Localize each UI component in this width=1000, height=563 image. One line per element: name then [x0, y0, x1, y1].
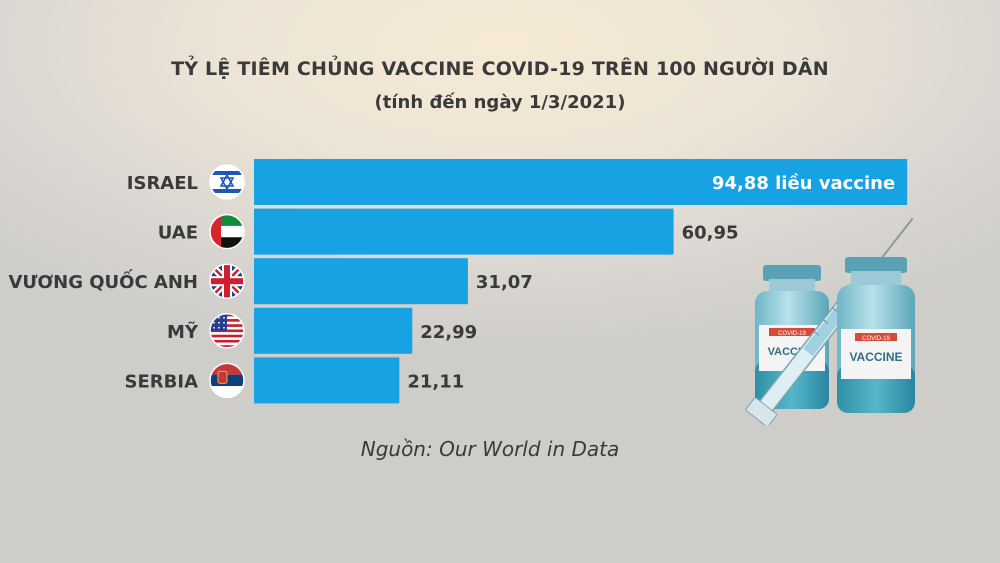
data-label-1: 60,95 [682, 223, 739, 244]
data-label-4: 21,11 [407, 371, 464, 392]
uk-flag-icon-ring [209, 263, 245, 299]
bar-4 [254, 357, 400, 404]
uae-flag-icon [210, 214, 244, 249]
category-label-0: ISRAEL [127, 173, 198, 194]
chart-subtitle: (tính đến ngày 1/3/2021) [374, 92, 626, 113]
usa-flag-icon-ring [209, 313, 245, 349]
front-vial-label-big: VACCINE [849, 350, 902, 364]
data-label-0: 94,88 liều vaccine [712, 173, 895, 194]
bar-1 [254, 208, 674, 255]
bar-3 [254, 307, 413, 354]
israel-flag-icon [210, 165, 244, 199]
category-label-2: VƯƠNG QUỐC ANH [8, 269, 198, 293]
israel-flag-icon-ring [209, 164, 245, 200]
serbia-flag-icon-ring [209, 362, 245, 399]
source-note: Nguồn: Our World in Data [360, 437, 620, 461]
data-label-2: 31,07 [476, 272, 533, 293]
category-label-1: UAE [158, 223, 198, 244]
category-label-4: SERBIA [125, 371, 199, 392]
vaccine-vials-syringe-icon: COVID-19 VACCINE COVID-19 VACCINE [745, 217, 915, 425]
serbia-flag-icon [210, 363, 244, 398]
front-vial-label-small: COVID-19 [862, 336, 890, 342]
bar-0 [254, 159, 908, 205]
chart-title: TỶ LỆ TIÊM CHỦNG VACCINE COVID-19 TRÊN 1… [171, 58, 829, 80]
back-vial-label-small: COVID-19 [778, 331, 806, 337]
data-label-3: 22,99 [420, 322, 477, 343]
uae-flag-icon-ring [209, 213, 245, 250]
bar-2 [254, 258, 468, 305]
uk-flag-icon [210, 264, 244, 299]
category-label-3: MỸ [167, 320, 199, 343]
